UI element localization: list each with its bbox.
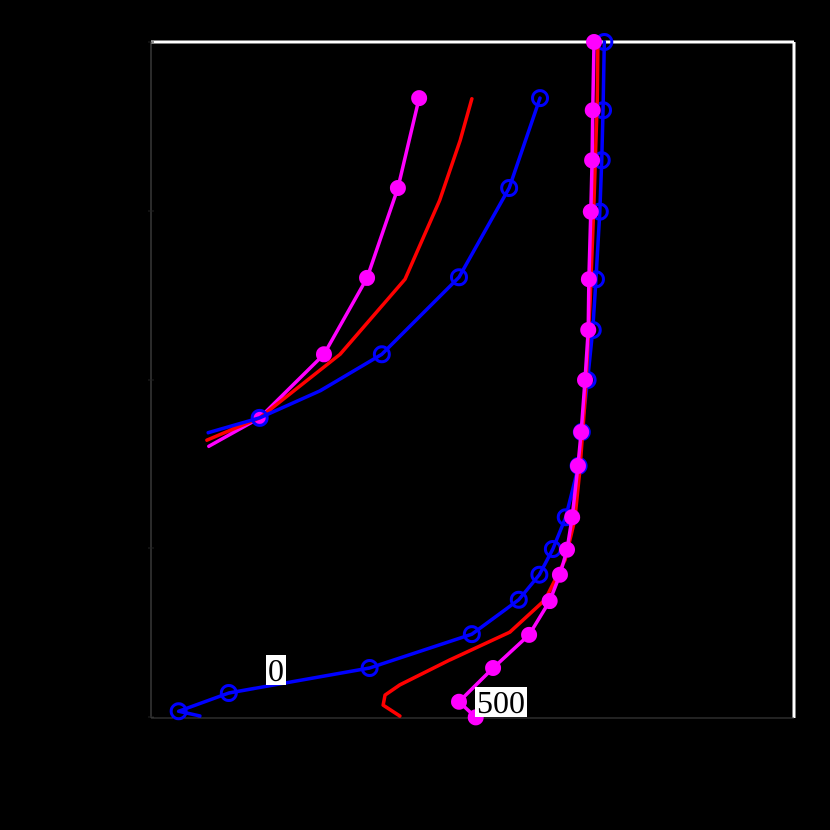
filled-circle-marker xyxy=(359,269,376,286)
filled-circle-marker xyxy=(551,566,568,583)
filled-circle-marker xyxy=(580,271,597,288)
open-circle-marker xyxy=(500,179,519,198)
filled-circle-marker xyxy=(559,541,576,558)
filled-circle-marker xyxy=(564,509,581,526)
series-magenta-main-500- xyxy=(450,34,603,726)
open-circle-marker xyxy=(531,89,550,108)
open-circle-marker xyxy=(250,408,269,427)
open-circle-marker xyxy=(449,268,468,287)
open-circle-marker xyxy=(530,565,549,584)
open-circle-marker xyxy=(509,590,528,609)
open-circle-marker xyxy=(169,702,188,721)
open-circle-marker xyxy=(372,345,391,364)
filled-circle-marker xyxy=(541,593,558,610)
filled-circle-marker xyxy=(573,424,590,441)
filled-circle-marker xyxy=(389,180,406,197)
filled-circle-marker xyxy=(586,34,603,50)
filled-circle-marker xyxy=(577,372,594,388)
filled-circle-marker xyxy=(569,457,586,474)
plot-series xyxy=(169,33,614,726)
filled-circle-marker xyxy=(521,626,538,643)
filled-circle-marker xyxy=(450,693,467,710)
series-line xyxy=(206,96,542,435)
filled-circle-marker xyxy=(580,321,597,338)
series-blue-upper xyxy=(206,89,550,435)
filled-circle-marker xyxy=(584,152,601,169)
filled-circle-marker xyxy=(582,203,599,220)
axes xyxy=(148,40,796,719)
filled-circle-marker xyxy=(315,346,332,363)
filled-circle-marker xyxy=(485,659,502,676)
open-circle-marker xyxy=(462,625,481,644)
filled-circle-marker xyxy=(411,90,428,107)
filled-circle-marker xyxy=(584,102,601,119)
curve-label-label-500: 500 xyxy=(475,684,527,720)
open-circle-marker xyxy=(360,658,379,677)
open-circle-marker xyxy=(219,683,238,702)
curve-label-label-0: 0 xyxy=(266,652,286,688)
